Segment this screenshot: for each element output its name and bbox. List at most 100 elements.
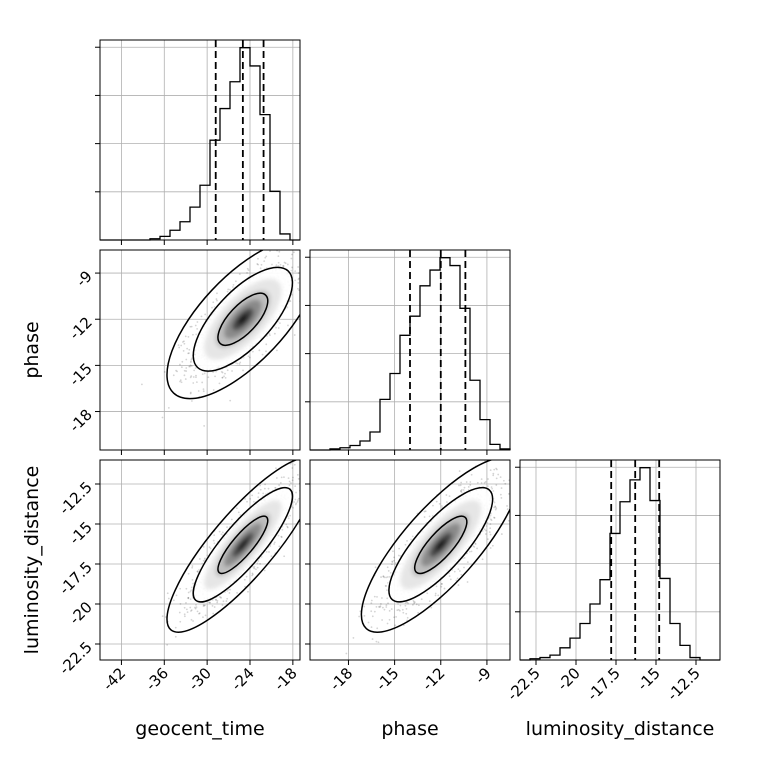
sample-point [229, 399, 232, 402]
sample-point [190, 358, 193, 361]
sample-point [178, 611, 181, 614]
sample-point [424, 510, 427, 513]
sample-point [246, 272, 248, 274]
sample-point [283, 261, 286, 264]
sample-point [202, 388, 205, 391]
sample-point [407, 602, 410, 605]
sample-point [470, 473, 473, 476]
sample-point [380, 576, 382, 578]
x-axis-label-luminosity_distance: luminosity_distance [526, 718, 715, 740]
sample-point [386, 566, 389, 569]
sample-point [212, 301, 215, 304]
sample-point [183, 374, 186, 377]
sample-point [393, 556, 395, 559]
sample-point [301, 483, 303, 485]
contour-line [217, 292, 269, 346]
sample-point [486, 538, 489, 540]
sample-point [463, 486, 466, 489]
sample-point [183, 342, 186, 345]
x-tick-label: -36 [142, 664, 172, 694]
sample-point [195, 333, 198, 336]
sample-point [279, 481, 282, 484]
sample-point [303, 467, 305, 469]
sample-point [190, 586, 193, 589]
sample-point [202, 605, 205, 607]
sample-point [426, 592, 429, 595]
y-axis-label-luminosity_distance: luminosity_distance [21, 466, 43, 655]
sample-point [243, 578, 246, 581]
sample-point [396, 609, 399, 612]
sample-point [307, 493, 309, 495]
sample-point [163, 371, 166, 373]
contour-line [192, 486, 294, 603]
sample-point [280, 536, 283, 539]
sample-point [317, 266, 319, 268]
x-axis-label-geocent_time: geocent_time [135, 718, 264, 740]
sample-point [406, 616, 409, 619]
sample-point [202, 616, 204, 619]
sample-point [269, 545, 272, 548]
sample-point [208, 601, 211, 604]
sample-point [277, 327, 280, 329]
sample-point [189, 590, 192, 593]
sample-point [397, 554, 400, 557]
sample-point [192, 376, 195, 378]
sample-point [289, 514, 292, 517]
sample-point [363, 614, 366, 617]
sample-point [373, 610, 376, 613]
x-tick-label: -42 [99, 664, 129, 694]
sample-point [257, 560, 260, 562]
sample-point [251, 494, 254, 497]
sample-point [460, 481, 463, 484]
sample-point [462, 489, 465, 491]
sample-point [456, 577, 459, 580]
sample-point [352, 637, 355, 639]
sample-point [287, 517, 290, 520]
sample-point [289, 462, 292, 465]
sample-point [495, 467, 497, 470]
sample-point [198, 612, 200, 615]
sample-point [215, 599, 218, 601]
sample-point [443, 587, 446, 590]
density-level [237, 539, 248, 551]
density-level [237, 314, 248, 325]
sample-point [297, 266, 300, 268]
sample-point [257, 496, 260, 499]
sample-point [345, 652, 348, 655]
sample-point [375, 640, 378, 643]
sample-point [312, 288, 314, 290]
histogram-step-geocent_time [100, 47, 300, 241]
sample-point [175, 594, 178, 597]
sample-point [239, 514, 242, 516]
sample-point [417, 604, 420, 607]
sample-point [247, 355, 250, 358]
sample-point [196, 328, 199, 330]
sample-point [493, 501, 496, 504]
sample-point [227, 588, 230, 591]
sample-point [236, 592, 238, 594]
sample-point [463, 556, 466, 559]
sample-point [212, 371, 215, 374]
sample-point [315, 269, 317, 271]
sample-point [497, 473, 500, 476]
sample-point [388, 575, 391, 578]
x-tick-label: -22.5 [504, 664, 544, 704]
sample-point [458, 470, 461, 472]
sample-point [293, 334, 296, 336]
sample-point [499, 476, 502, 479]
sample-point [404, 602, 407, 604]
sample-point [390, 608, 393, 610]
sample-point [201, 562, 204, 565]
sample-point [412, 599, 415, 602]
sample-point [202, 545, 205, 548]
sample-point [202, 390, 205, 393]
sample-point [457, 568, 460, 571]
sample-point [184, 335, 187, 338]
sample-point [235, 507, 238, 510]
sample-point [287, 324, 289, 327]
sample-point [186, 611, 189, 614]
sample-point [259, 562, 261, 565]
sample-point [281, 528, 284, 531]
sample-point [166, 643, 169, 646]
